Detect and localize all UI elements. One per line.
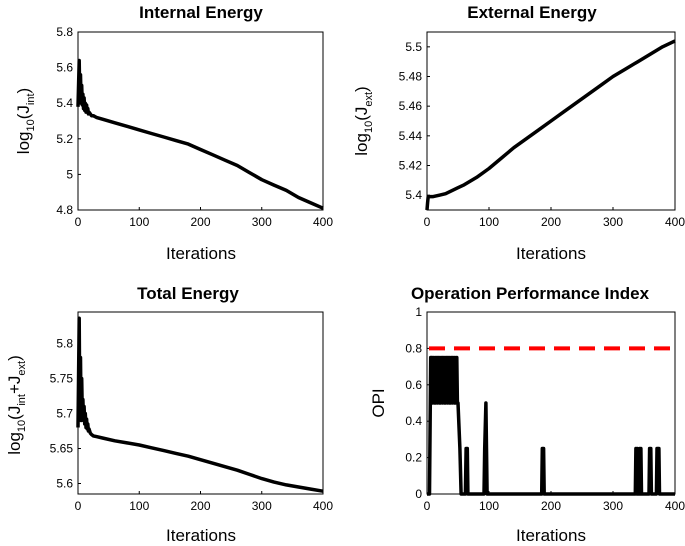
y-tick-label: 5.42 [399, 159, 423, 173]
y-label-sub: 10 [363, 121, 375, 133]
x-tick-label: 0 [424, 215, 431, 229]
y-tick-label: 5.2 [56, 132, 73, 146]
series-line [427, 355, 675, 496]
x-axis-label: Iterations [166, 244, 236, 263]
x-tick-label: 400 [665, 499, 685, 513]
x-tick-label: 100 [479, 215, 499, 229]
x-tick-label: 300 [603, 499, 623, 513]
x-ticks: 0 100 200 300 400 [75, 491, 333, 513]
panel-external-energy: External Energy 0 100 200 300 400 5.45.425.4… [352, 3, 685, 263]
panel-total-energy: Total Energy 0 100 200 300 400 5.6 5.65 5.7 5.7… [5, 284, 333, 545]
y-tick-label: 5.8 [56, 25, 73, 39]
y-tick-label: 5.48 [399, 70, 423, 84]
y-tick-label: 4.8 [56, 203, 73, 217]
series-line [425, 39, 676, 211]
y-axis-label: log10(Jext) [352, 86, 375, 155]
y-tick-label: 1 [415, 305, 422, 319]
x-tick-label: 0 [75, 215, 82, 229]
x-tick-label: 200 [541, 215, 561, 229]
panel-opi: Operation Performance Index 0 100 200 300 40… [369, 284, 685, 545]
y-tick-label: 0.2 [405, 451, 422, 465]
y-label-main: log [5, 432, 24, 455]
x-axis-label: Iterations [516, 244, 586, 263]
y-label-sub: int [25, 93, 37, 105]
x-tick-label: 100 [129, 499, 149, 513]
y-tick-label: 5.44 [399, 129, 423, 143]
y-tick-label: 5.65 [50, 442, 74, 456]
x-tick-label: 300 [603, 215, 623, 229]
chart-title: Total Energy [137, 284, 239, 303]
y-tick-label: 5 [66, 167, 73, 181]
y-tick-label: 0.6 [405, 378, 422, 392]
y-tick-label: 5.4 [405, 188, 422, 202]
y-ticks: 5.4 5.42 5.44 5.46 5.48 5.5 [399, 40, 430, 202]
y-label-mid: (J [5, 406, 24, 420]
x-tick-label: 200 [541, 499, 561, 513]
y-tick-label: 5.46 [399, 99, 423, 113]
x-tick-label: 100 [129, 215, 149, 229]
chart-title: Internal Energy [139, 3, 263, 22]
series-line [76, 316, 324, 493]
x-tick-label: 400 [665, 215, 685, 229]
x-tick-label: 0 [75, 499, 82, 513]
y-label-end: ) [352, 86, 371, 92]
y-label-mid: (J [14, 105, 33, 119]
x-tick-label: 100 [479, 499, 499, 513]
y-tick-label: 5.7 [56, 407, 73, 421]
x-tick-label: 300 [252, 499, 272, 513]
x-axis-label: Iterations [166, 526, 236, 545]
x-tick-label: 0 [424, 499, 431, 513]
x-ticks: 0 100 200 300 400 [424, 491, 685, 513]
y-label-sub: 10 [25, 119, 37, 131]
y-tick-label: 0.8 [405, 341, 422, 355]
y-tick-label: 5.75 [50, 372, 74, 386]
x-ticks: 0 100 200 300 400 [75, 207, 333, 229]
y-label-main: log [14, 132, 33, 155]
y-label-sub: ext [363, 92, 375, 107]
y-label-main: log [352, 133, 371, 156]
series-line [76, 58, 324, 210]
x-tick-label: 300 [252, 215, 272, 229]
y-label-end: ) [14, 88, 33, 94]
chart-title: Operation Performance Index [411, 284, 650, 303]
y-tick-label: 5.6 [56, 61, 73, 75]
y-tick-label: 5.4 [56, 96, 73, 110]
y-label-sub: ext [16, 361, 28, 376]
y-tick-label: 5.6 [56, 477, 73, 491]
x-tick-label: 400 [313, 215, 333, 229]
y-label-mid: +J [5, 376, 24, 394]
plot-frame [77, 311, 324, 495]
x-tick-label: 400 [313, 499, 333, 513]
x-tick-label: 200 [190, 499, 210, 513]
y-label-sub: 10 [16, 420, 28, 432]
y-label-end: ) [5, 355, 24, 361]
y-axis-label: OPI [369, 388, 388, 417]
x-tick-label: 200 [190, 215, 210, 229]
y-tick-label: 0.4 [405, 414, 422, 428]
x-ticks: 0 100 200 300 400 [424, 207, 685, 229]
y-label-sub: int [16, 394, 28, 406]
y-label-main: OPI [369, 388, 388, 417]
y-tick-label: 5.5 [405, 40, 422, 54]
y-ticks: 4.8 5 5.2 5.4 5.6 5.8 [56, 25, 81, 217]
y-axis-label: log10(Jint+Jext) [5, 355, 28, 455]
y-tick-label: 5.8 [56, 337, 73, 351]
y-ticks: 0 0.2 0.4 0.6 0.8 1 [405, 305, 430, 501]
y-label-mid: (J [352, 107, 371, 121]
y-tick-label: 0 [415, 487, 422, 501]
y-ticks: 5.6 5.65 5.7 5.75 5.8 [50, 337, 81, 491]
chart-title: External Energy [467, 3, 597, 22]
x-axis-label: Iterations [516, 526, 586, 545]
panel-internal-energy: Internal Energy 0 100 200 300 400 4.8 5 5.2 5.4… [14, 3, 333, 263]
y-axis-label: log10(Jint) [14, 88, 37, 154]
